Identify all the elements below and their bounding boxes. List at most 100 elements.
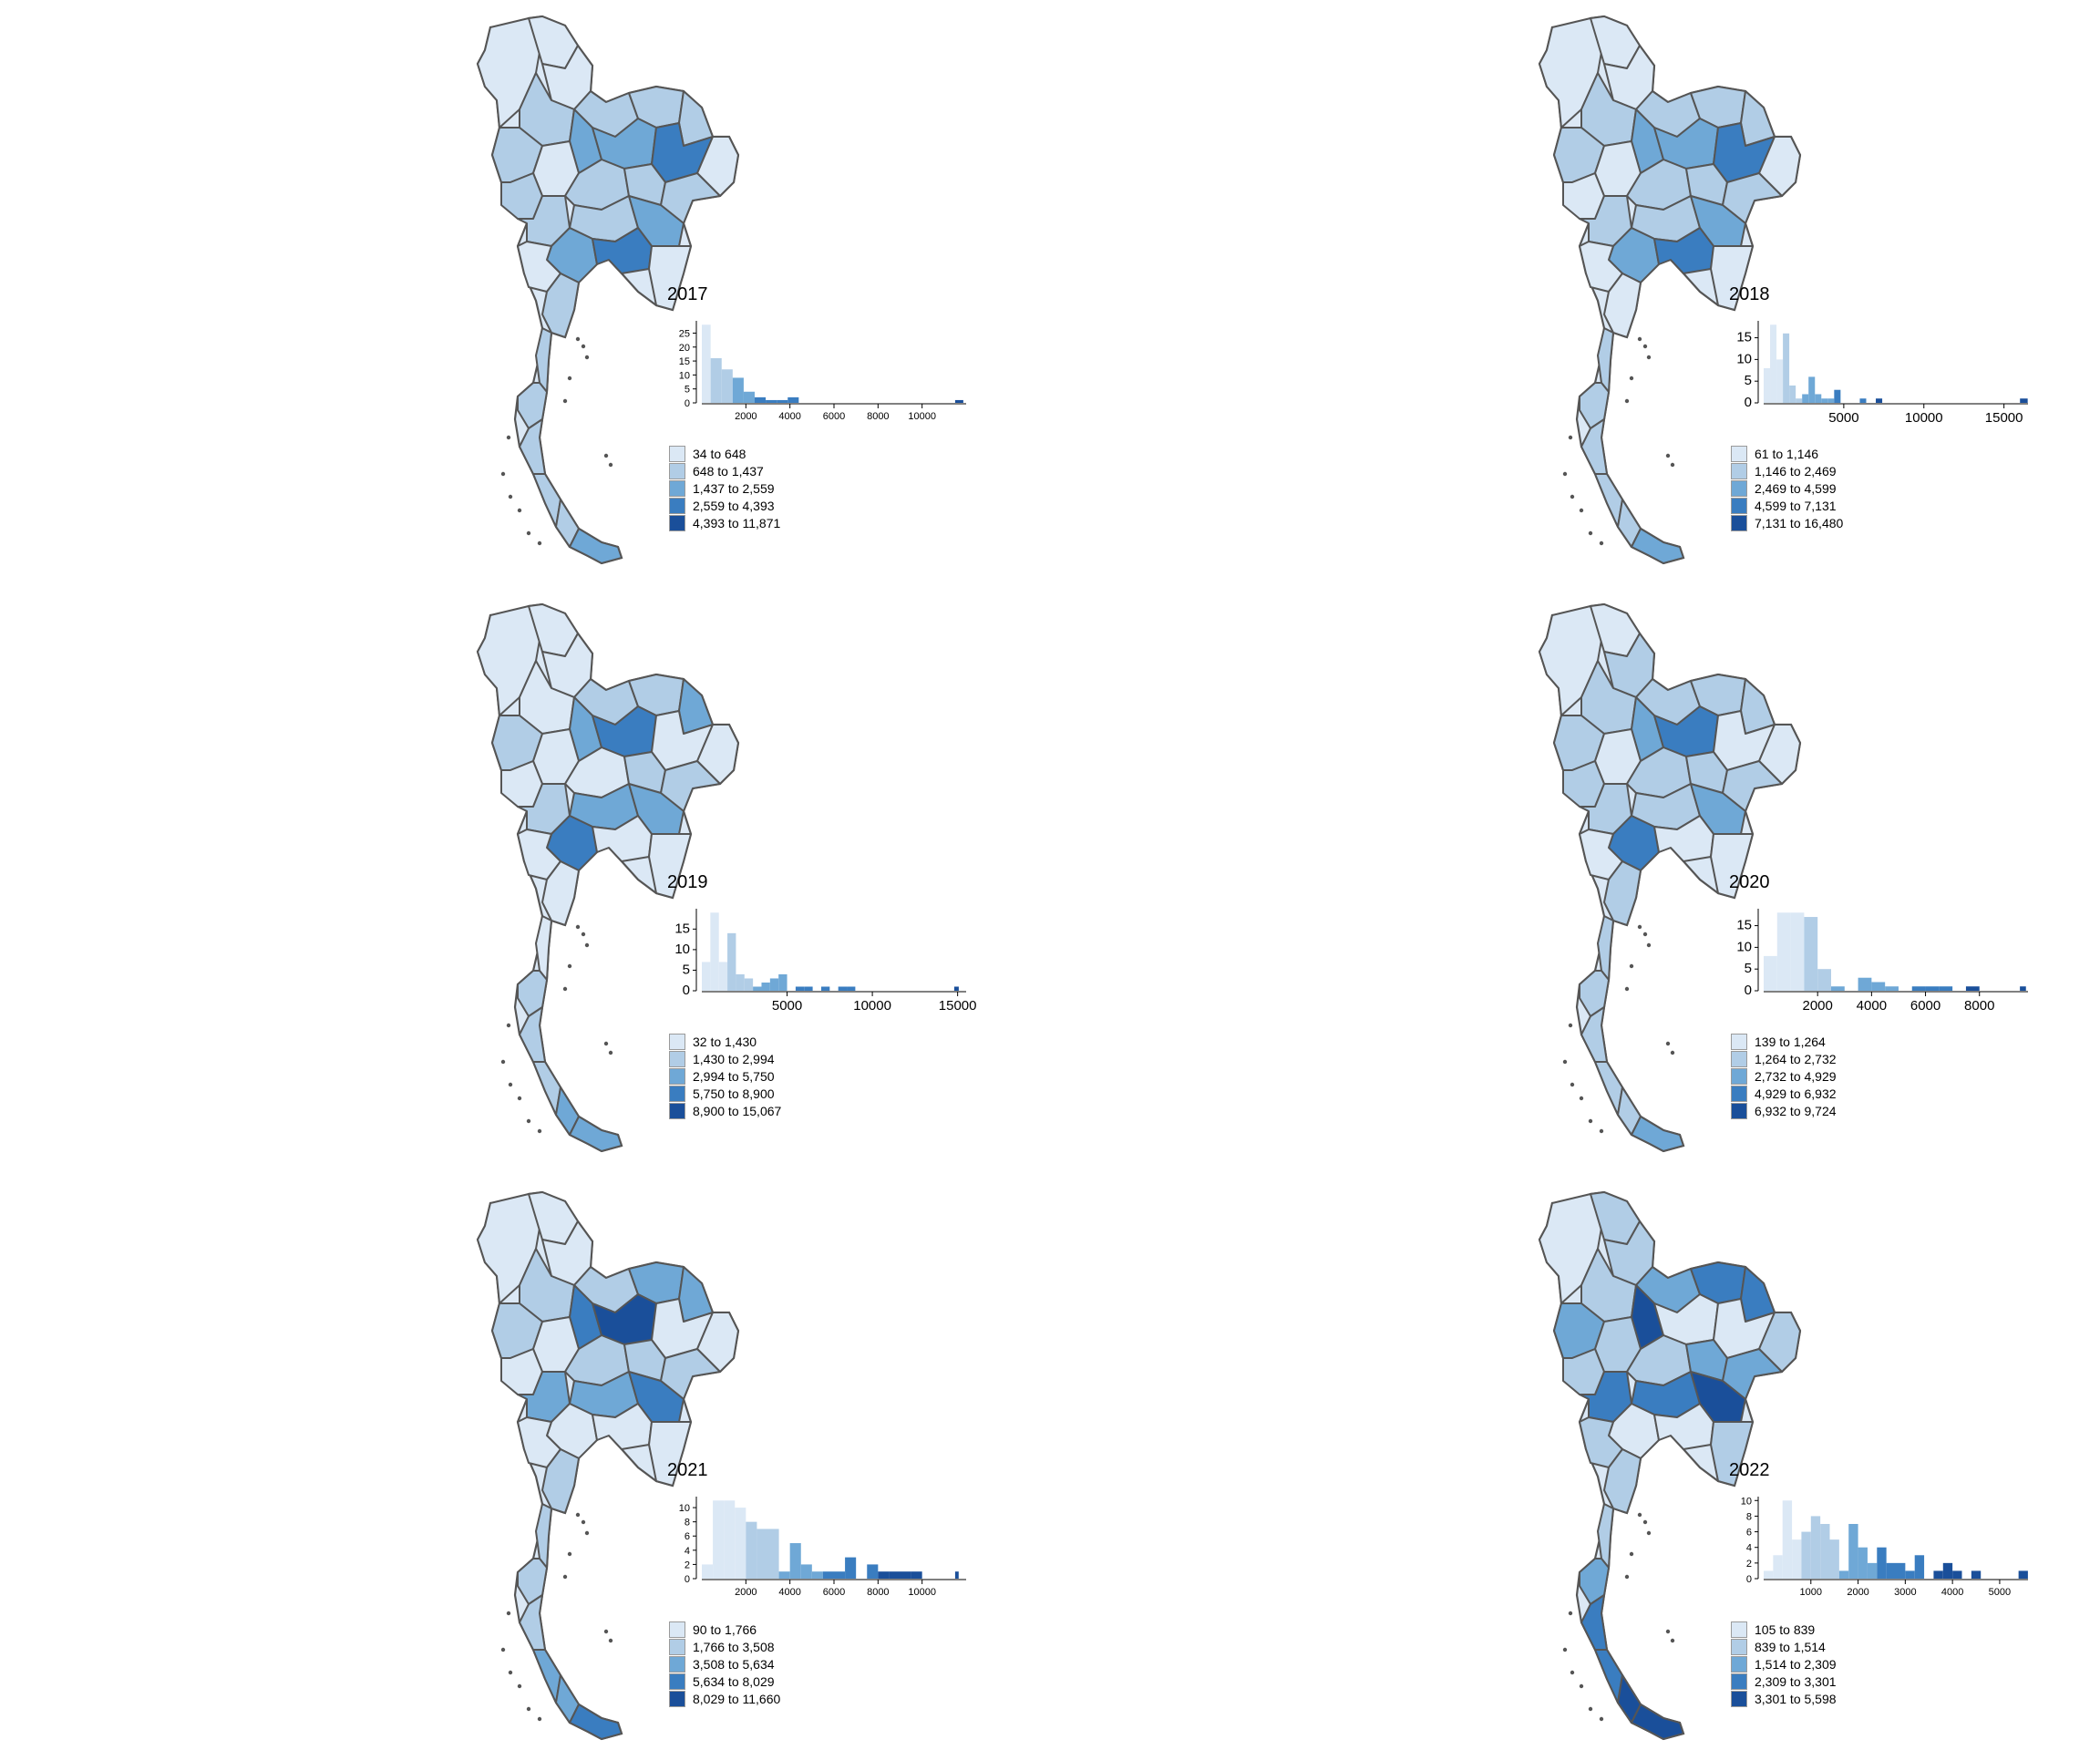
histogram-bar <box>718 962 728 991</box>
histogram-bar <box>1834 389 1841 403</box>
histogram-bar <box>1792 1539 1802 1579</box>
province-region <box>648 833 692 899</box>
x-tick-label: 10000 <box>853 998 891 1014</box>
legend-label: 139 to 1,264 <box>1755 1034 1826 1049</box>
legend-swatch <box>1731 1050 1747 1067</box>
histogram-bar <box>788 396 799 403</box>
histogram-bar <box>1886 1562 1896 1579</box>
histogram-bar <box>1848 1524 1858 1579</box>
island-dot <box>506 1023 511 1028</box>
histogram-bar <box>811 1571 823 1579</box>
histogram-bar <box>713 1500 725 1579</box>
island-dot <box>526 1118 531 1124</box>
legend: 90 to 1,766 1,766 to 3,508 3,508 to 5,634 5… <box>669 1621 780 1707</box>
legend-label: 648 to 1,437 <box>693 463 764 479</box>
histogram-bar <box>1905 1570 1915 1579</box>
histogram-bar <box>867 1564 879 1579</box>
legend-swatch <box>669 1638 685 1655</box>
histogram-bar <box>1796 398 1803 403</box>
histogram-bar <box>736 973 745 991</box>
legend-label: 1,766 to 3,508 <box>693 1639 775 1654</box>
histogram-bar <box>1801 1531 1811 1579</box>
province-region <box>541 860 580 926</box>
island-dot <box>1642 1519 1648 1525</box>
x-tick-label: 4000 <box>778 411 800 422</box>
province-region <box>541 273 580 338</box>
island-dot <box>1562 1059 1568 1065</box>
histogram-bar <box>1776 912 1791 991</box>
province-region <box>1631 1704 1684 1740</box>
island-dot <box>500 471 506 477</box>
y-tick-label: 25 <box>679 328 690 339</box>
x-tick-label: 4000 <box>1941 1587 1963 1598</box>
legend-swatch <box>1731 514 1747 531</box>
island-dot <box>1670 462 1675 468</box>
island-dot <box>603 453 609 458</box>
choropleth-map <box>476 602 740 1153</box>
island-dot <box>1670 1638 1675 1643</box>
histogram-bar <box>804 986 813 991</box>
legend: 105 to 839 839 to 1,514 1,514 to 2,309 2,30… <box>1731 1621 1837 1707</box>
legend-item: 1,430 to 2,994 <box>669 1050 781 1067</box>
legend-label: 2,994 to 5,750 <box>693 1068 775 1084</box>
histogram-bar <box>778 973 788 991</box>
province-region <box>541 1448 580 1514</box>
choropleth-map <box>476 1190 740 1741</box>
legend-swatch <box>669 1690 685 1707</box>
histogram-bar <box>1764 955 1777 991</box>
histogram-bar <box>721 369 733 403</box>
histogram-bar <box>1802 394 1809 403</box>
histogram-bar <box>1830 986 1845 991</box>
histogram-bar <box>702 1564 714 1579</box>
island-dot <box>575 336 581 342</box>
y-tick-label: 6 <box>685 1531 690 1542</box>
island-dot <box>603 1041 609 1046</box>
legend-swatch <box>669 1655 685 1673</box>
year-title: 2022 <box>1729 1460 1770 1480</box>
island-dot <box>506 1611 511 1616</box>
map-panel-2021: 2021 0 2 4 6 8 10 2000 4000 6000 8000 10000 90 to 1,… <box>383 1176 1094 1750</box>
legend-swatch <box>669 514 685 531</box>
y-tick-label: 2 <box>1746 1559 1752 1570</box>
histogram-bar <box>744 978 754 991</box>
province-region <box>569 1116 623 1152</box>
island-dot <box>575 924 581 930</box>
choropleth-map <box>1538 1190 1802 1741</box>
histogram-bar <box>1829 1539 1839 1579</box>
x-tick-label: 4000 <box>778 1587 800 1598</box>
legend-label: 1,264 to 2,732 <box>1755 1051 1837 1066</box>
histogram: 0 5 10 15 5000 10000 15000 <box>674 909 977 1014</box>
island-dot <box>581 344 586 349</box>
island-dot <box>567 1551 572 1557</box>
legend-item: 4,599 to 7,131 <box>1731 497 1843 514</box>
histogram-bar <box>1877 1547 1887 1579</box>
legend-swatch <box>1731 1655 1747 1673</box>
map-panel-2022: 2022 0 2 4 6 8 10 1000 2000 3000 4000 5000 105 to 83… <box>1445 1176 2100 1750</box>
histogram-bar <box>1911 986 1926 991</box>
histogram-bar <box>789 1543 801 1579</box>
legend-item: 32 to 1,430 <box>669 1033 781 1050</box>
island-dot <box>526 1706 531 1712</box>
x-tick-label: 10000 <box>908 1587 936 1598</box>
legend-item: 5,750 to 8,900 <box>669 1085 781 1102</box>
legend-swatch <box>1731 1067 1747 1085</box>
histogram-bar <box>1838 1570 1849 1579</box>
histogram-bar <box>889 1571 901 1579</box>
island-dot <box>517 1096 522 1101</box>
province-region <box>648 245 692 311</box>
island-dot <box>508 494 513 499</box>
histogram-bar <box>2018 1570 2028 1579</box>
island-dot <box>1624 986 1630 992</box>
legend-swatch <box>1731 479 1747 497</box>
y-tick-label: 0 <box>683 983 690 998</box>
x-tick-label: 3000 <box>1894 1587 1916 1598</box>
histogram-bar <box>1808 376 1816 403</box>
island-dot <box>1568 1023 1573 1028</box>
histogram: 0 5 10 15 5000 10000 15000 <box>1736 321 2028 426</box>
histogram-bar <box>1817 969 1831 991</box>
y-tick-label: 15 <box>1736 918 1752 933</box>
x-tick-label: 5000 <box>1989 1587 2011 1598</box>
histogram-bar <box>710 358 722 403</box>
y-tick-label: 10 <box>679 1503 690 1514</box>
legend-label: 1,514 to 2,309 <box>1755 1656 1837 1672</box>
